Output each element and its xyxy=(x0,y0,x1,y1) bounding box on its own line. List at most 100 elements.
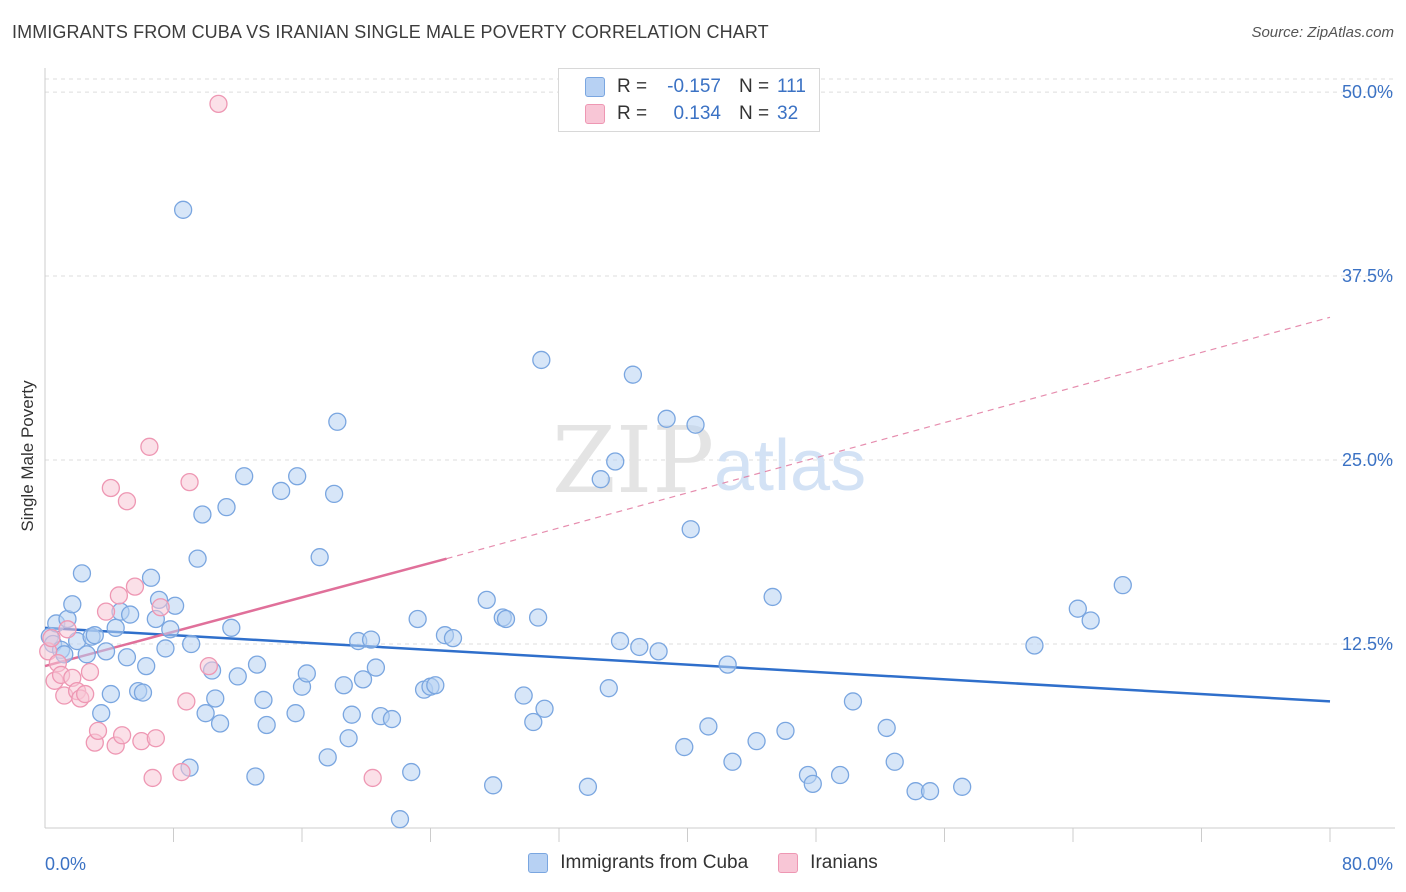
point-cuba xyxy=(1068,599,1087,618)
legend-n-value: 111 xyxy=(777,76,806,97)
point-cuba xyxy=(210,714,230,733)
point-cuba xyxy=(477,590,496,610)
point-iranians xyxy=(180,472,199,492)
point-cuba xyxy=(334,676,353,695)
point-cuba xyxy=(353,670,373,689)
point-cuba xyxy=(514,686,533,705)
point-cuba xyxy=(235,467,254,486)
point-cuba xyxy=(85,626,104,645)
point-cuba xyxy=(222,618,241,637)
point-cuba xyxy=(803,774,822,793)
point-cuba xyxy=(382,709,402,729)
point-cuba xyxy=(843,692,863,711)
legend-swatch-blue xyxy=(528,853,549,873)
point-cuba xyxy=(686,415,705,434)
y-tick-label: 12.5% xyxy=(1342,634,1393,654)
point-cuba xyxy=(161,620,180,639)
legend-r-label: R = xyxy=(617,76,648,97)
point-cuba xyxy=(72,564,92,583)
point-iranians xyxy=(117,492,137,511)
series-legend: Immigrants from Cuba Iranians xyxy=(0,852,1406,874)
source-credit: Source: ZipAtlas.com xyxy=(1251,24,1394,41)
point-iranians xyxy=(177,692,196,711)
point-iranians xyxy=(125,577,145,596)
point-iranians xyxy=(101,478,121,498)
point-cuba xyxy=(877,718,896,738)
point-cuba xyxy=(324,484,344,504)
point-cuba xyxy=(77,645,96,664)
point-iranians xyxy=(58,620,77,639)
x-tick-label: 80.0% xyxy=(1342,854,1393,874)
point-cuba xyxy=(649,642,668,661)
legend-swatch-pink xyxy=(585,104,605,124)
point-cuba xyxy=(120,605,140,624)
point-cuba xyxy=(156,639,175,658)
point-iranians xyxy=(42,628,61,648)
trend-extension-iranians xyxy=(446,316,1331,560)
stats-legend: R = -0.157 N = 111 R = 0.134 N = 32 xyxy=(558,68,820,132)
point-cuba xyxy=(623,365,643,384)
point-cuba xyxy=(920,782,940,801)
legend-row-iranians: R = 0.134 N = 32 xyxy=(585,101,798,127)
legend-r-value: 0.134 xyxy=(673,103,721,124)
point-iranians xyxy=(363,768,382,788)
point-cuba xyxy=(657,409,676,428)
point-cuba xyxy=(606,452,625,471)
point-iranians xyxy=(151,598,170,617)
point-cuba xyxy=(1113,575,1132,595)
point-cuba xyxy=(188,549,207,568)
point-cuba xyxy=(339,729,358,748)
point-cuba xyxy=(885,752,904,771)
point-cuba xyxy=(599,679,618,698)
point-cuba xyxy=(228,667,247,686)
x-tick-label: 0.0% xyxy=(45,854,86,874)
point-cuba xyxy=(723,752,742,771)
watermark: ZIP atlas xyxy=(552,407,866,514)
series-legend-iranians[interactable]: Iranians xyxy=(778,852,878,874)
trend-line-cuba xyxy=(44,626,1331,703)
point-cuba xyxy=(247,655,267,674)
chart-title: IMMIGRANTS FROM CUBA VS IRANIAN SINGLE M… xyxy=(12,22,769,42)
point-cuba xyxy=(286,704,305,723)
point-cuba xyxy=(578,777,598,796)
legend-swatch-blue xyxy=(585,77,605,97)
point-iranians xyxy=(109,586,129,605)
point-cuba xyxy=(1025,636,1044,655)
legend-row-cuba: R = -0.157 N = 111 xyxy=(585,74,806,100)
legend-r-label: R = xyxy=(617,103,648,124)
legend-r-value: -0.157 xyxy=(667,76,721,97)
point-cuba xyxy=(117,648,137,667)
point-cuba xyxy=(483,776,503,795)
point-iranians xyxy=(199,656,218,676)
point-iranians xyxy=(140,437,159,456)
point-iranians xyxy=(76,684,95,704)
point-cuba xyxy=(1081,611,1100,630)
point-cuba xyxy=(106,618,125,637)
point-cuba xyxy=(271,481,291,501)
point-iranians xyxy=(80,662,100,682)
point-cuba xyxy=(610,631,630,651)
legend-n-label: N = xyxy=(739,76,770,97)
legend-n-label: N = xyxy=(739,103,770,124)
point-cuba xyxy=(524,712,543,732)
point-cuba xyxy=(101,684,121,704)
point-cuba xyxy=(257,715,276,735)
point-cuba xyxy=(63,595,82,614)
legend-n-value: 32 xyxy=(777,103,799,124)
point-cuba xyxy=(318,748,337,767)
axes xyxy=(44,68,1395,842)
series-name: Immigrants from Cuba xyxy=(560,852,749,873)
point-cuba xyxy=(953,777,972,796)
point-cuba xyxy=(763,587,782,607)
point-cuba xyxy=(92,704,111,723)
point-cuba xyxy=(96,642,116,661)
point-cuba xyxy=(193,505,212,524)
point-cuba xyxy=(141,568,161,587)
tick-labels: 12.5% 25.0% 37.5% 50.0% 0.0% 80.0% xyxy=(45,82,1393,874)
series-legend-cuba[interactable]: Immigrants from Cuba xyxy=(528,852,748,874)
point-cuba xyxy=(747,732,766,751)
point-iranians xyxy=(143,768,162,788)
point-cuba xyxy=(718,655,737,674)
y-tick-label: 25.0% xyxy=(1342,450,1393,470)
